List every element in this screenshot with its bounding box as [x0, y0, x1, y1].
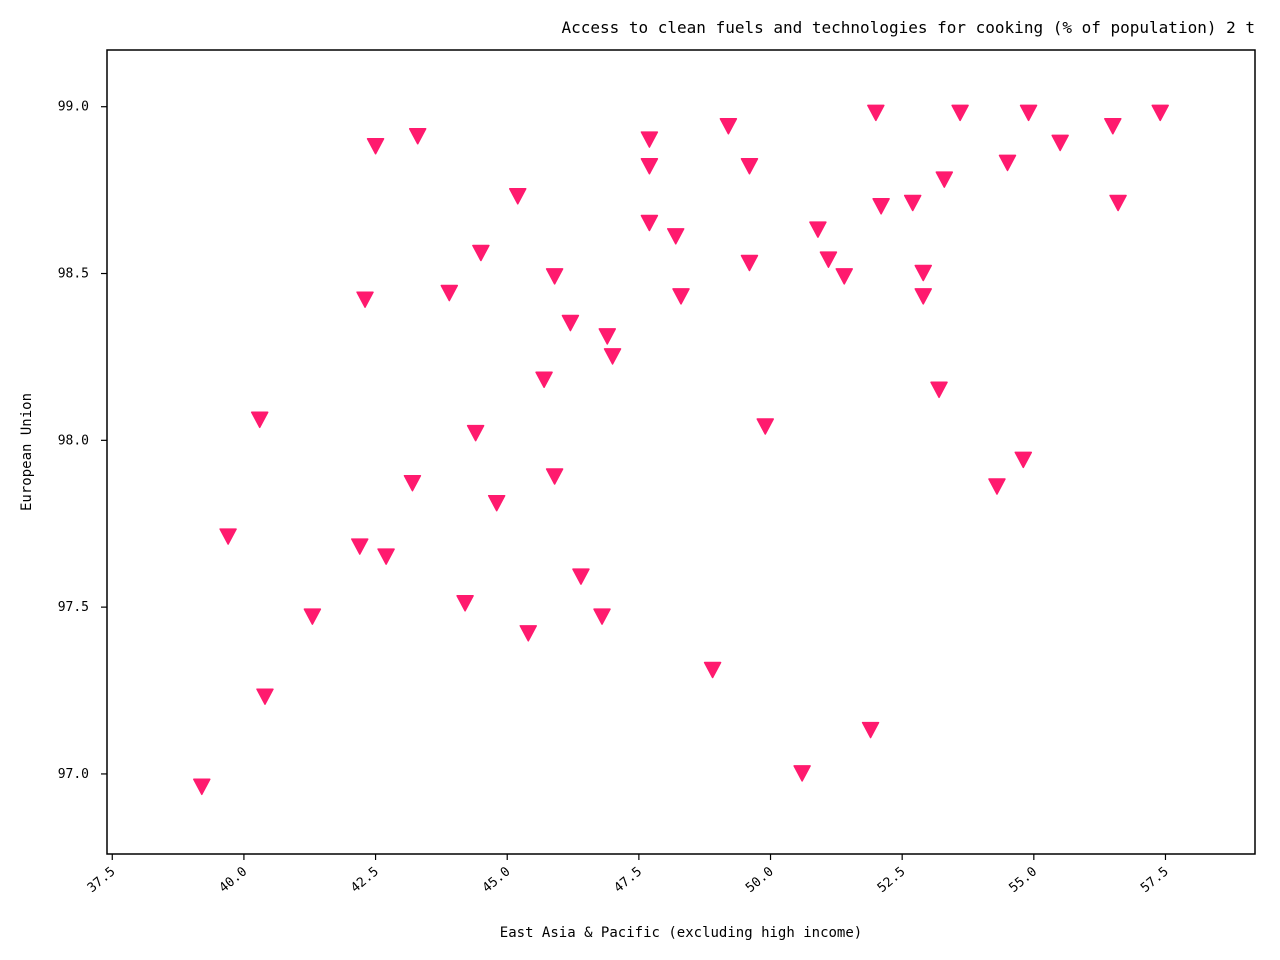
- y-tick-label: 98.0: [58, 433, 89, 448]
- data-point: [930, 381, 948, 399]
- data-point: [403, 474, 422, 492]
- data-point: [867, 104, 885, 122]
- data-point: [740, 254, 759, 272]
- data-point: [998, 154, 1017, 172]
- x-tick-label: 47.5: [611, 864, 645, 896]
- data-point: [1151, 104, 1169, 122]
- data-point: [861, 721, 880, 739]
- data-point: [672, 288, 690, 305]
- data-point: [903, 194, 922, 212]
- data-point: [935, 171, 954, 188]
- x-tick-label: 42.5: [348, 864, 382, 896]
- data-point: [545, 268, 564, 285]
- data-point: [440, 284, 459, 302]
- data-point: [377, 548, 395, 565]
- data-point: [509, 188, 527, 205]
- data-point: [719, 117, 738, 135]
- x-tick-label: 50.0: [743, 864, 777, 896]
- data-point: [256, 688, 274, 705]
- y-tick-label: 98.5: [58, 267, 89, 282]
- data-point: [572, 568, 590, 585]
- x-tick-label: 52.5: [875, 864, 909, 896]
- data-point: [988, 478, 1006, 495]
- data-point: [466, 424, 485, 442]
- data-point: [835, 268, 853, 285]
- data-point: [456, 595, 474, 612]
- x-tick-label: 57.5: [1138, 864, 1172, 896]
- plot-area: [193, 104, 1169, 796]
- data-point: [303, 608, 322, 625]
- data-point: [603, 348, 622, 365]
- y-axis-label: European Union: [19, 393, 35, 511]
- data-point: [872, 198, 890, 215]
- data-point: [640, 214, 659, 232]
- data-point: [1014, 451, 1033, 469]
- data-point: [598, 328, 617, 345]
- x-tick-label: 55.0: [1006, 864, 1040, 896]
- data-point: [951, 104, 969, 122]
- data-point: [1019, 104, 1038, 122]
- data-point: [561, 314, 580, 332]
- data-point: [666, 228, 685, 245]
- data-point: [819, 251, 838, 268]
- data-point: [472, 244, 490, 262]
- data-point: [809, 221, 827, 238]
- data-point: [408, 127, 427, 145]
- data-point: [703, 661, 722, 679]
- x-axis-label: East Asia & Pacific (excluding high inco…: [500, 925, 862, 941]
- data-point: [193, 778, 211, 796]
- y-tick-label: 97.5: [58, 600, 89, 615]
- data-point: [593, 608, 611, 625]
- data-point: [1104, 117, 1122, 135]
- data-point: [366, 137, 385, 155]
- data-point: [519, 625, 538, 642]
- x-tick-label: 40.0: [217, 864, 251, 896]
- data-point: [219, 528, 237, 545]
- data-point: [640, 158, 659, 175]
- x-tick-label: 45.0: [480, 864, 514, 896]
- x-axis: 37.5 40.0 42.5 45.0 47.5 50.0 52.5 55.0 57.5: [85, 854, 1172, 896]
- data-point: [351, 538, 369, 555]
- data-point: [793, 765, 811, 782]
- data-point: [1109, 194, 1127, 212]
- data-point: [545, 468, 564, 485]
- y-axis: 97.0 97.5 98.0 98.5 99.0: [58, 100, 107, 782]
- chart-title: Access to clean fuels and technologies f…: [561, 18, 1255, 37]
- data-point: [756, 418, 775, 435]
- data-point: [914, 264, 932, 282]
- y-tick-label: 97.0: [58, 767, 89, 782]
- x-tick-label: 37.5: [85, 864, 119, 896]
- plot-frame: [106, 49, 1256, 855]
- data-point: [250, 411, 269, 429]
- data-point: [1051, 134, 1069, 152]
- data-point: [914, 288, 932, 305]
- data-point: [740, 158, 759, 175]
- data-point: [356, 291, 374, 308]
- y-tick-label: 99.0: [58, 100, 89, 115]
- data-point: [535, 371, 553, 389]
- data-point: [487, 494, 506, 512]
- data-point: [640, 131, 659, 148]
